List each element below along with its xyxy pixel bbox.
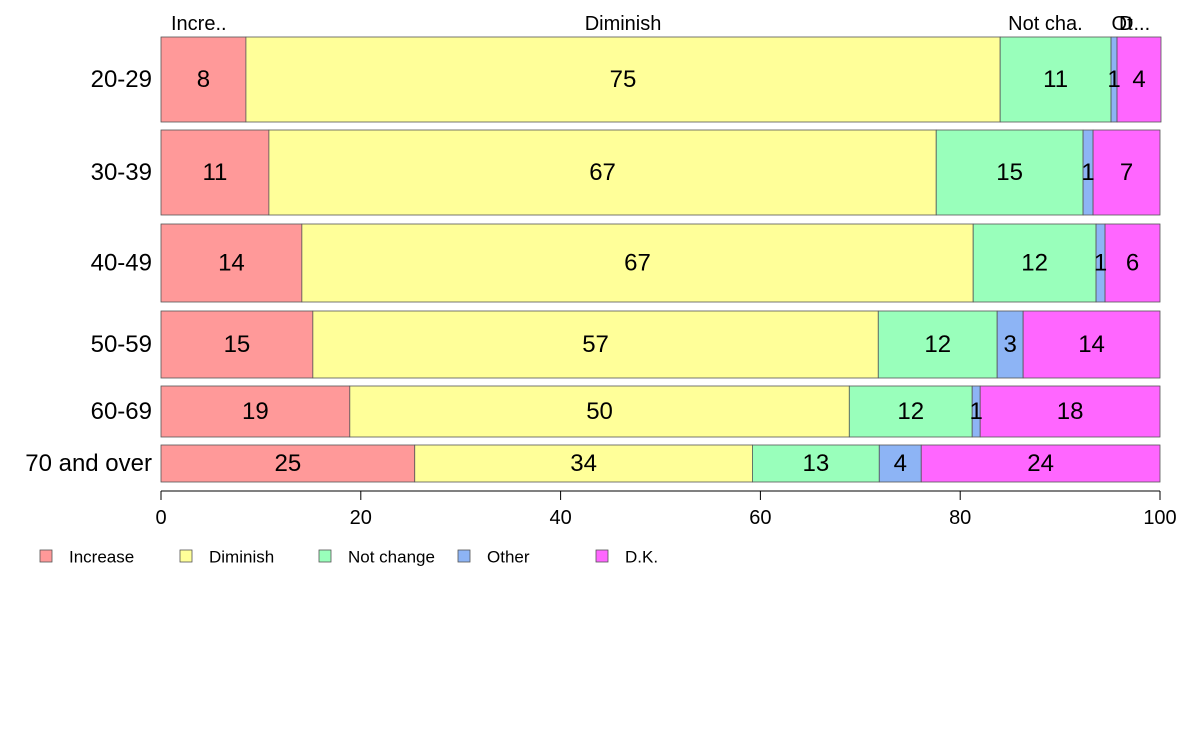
bar-segment-increase-0 [160, 36, 247, 123]
legend-swatch [457, 549, 471, 563]
bar-segment-other-5 [878, 444, 922, 483]
category-label: 20-29 [91, 66, 152, 93]
data-label: 1 [970, 398, 983, 425]
x-tick-label: 40 [549, 507, 571, 529]
data-label: 57 [582, 331, 609, 358]
bar-segment-not-change-0 [999, 36, 1112, 123]
data-label: 11 [1043, 66, 1068, 93]
top-series-label: Not cha. [1008, 13, 1082, 35]
bar-segment-not-change-5 [752, 444, 880, 483]
bar-segment-diminish-4 [349, 385, 850, 438]
data-label: 15 [224, 331, 251, 358]
bar-segment-not-change-2 [972, 223, 1097, 303]
bar-segment-increase-4 [160, 385, 351, 438]
x-tick-label: 100 [1143, 507, 1176, 529]
bar-segment-not-change-1 [935, 129, 1084, 216]
data-label: 3 [1003, 331, 1016, 358]
bar-segment-increase-5 [160, 444, 416, 483]
bar-segment-diminish-1 [268, 129, 937, 216]
bar-segment-d-k--4 [979, 385, 1161, 438]
data-label: 12 [924, 331, 951, 358]
bar-segment-increase-1 [160, 129, 270, 216]
data-label: 15 [996, 159, 1023, 186]
x-tick-label: 80 [949, 507, 971, 529]
data-label: 1 [1107, 66, 1120, 93]
bar-segment-increase-3 [160, 310, 314, 379]
x-tick-label: 20 [350, 507, 372, 529]
bar-segment-d-k--3 [1022, 310, 1161, 379]
data-label: 4 [1132, 66, 1145, 93]
data-label: 14 [1078, 331, 1105, 358]
data-label: 4 [894, 450, 907, 477]
data-label: 8 [197, 66, 210, 93]
x-tick-label: 60 [749, 507, 771, 529]
data-label: 25 [275, 450, 302, 477]
data-label: 7 [1120, 159, 1133, 186]
data-label: 12 [1021, 250, 1048, 277]
legend-label: Not change [348, 548, 435, 567]
top-series-label: D... [1119, 13, 1150, 35]
data-label: 50 [586, 398, 613, 425]
bars-layer [160, 36, 1162, 483]
bar-segment-d-k--0 [1116, 36, 1162, 123]
data-label: 12 [897, 398, 924, 425]
x-axis: 0 20 40 60 80 100 [155, 490, 1177, 529]
legend-label: Other [487, 548, 530, 567]
top-series-label: Ot [1112, 13, 1134, 35]
legend-swatch [318, 549, 332, 563]
category-labels-layer: 20-29 30-39 40-49 50-59 60-69 70 and over [25, 66, 152, 477]
bar-segment-other-3 [996, 310, 1024, 379]
data-label: 13 [802, 450, 829, 477]
data-label: 6 [1126, 250, 1139, 277]
data-label: 34 [570, 450, 597, 477]
legend-swatch [179, 549, 193, 563]
data-label: 67 [624, 250, 651, 277]
bar-segment-d-k--1 [1092, 129, 1161, 216]
category-label: 70 and over [25, 450, 152, 477]
legend-swatch [595, 549, 609, 563]
category-label: 50-59 [91, 331, 152, 358]
bar-segment-d-k--2 [1104, 223, 1161, 303]
legend-label: Diminish [209, 548, 274, 567]
bar-segment-diminish-2 [301, 223, 974, 303]
data-label: 19 [242, 398, 269, 425]
category-label: 40-49 [91, 250, 152, 277]
top-series-label: Incre.. [171, 13, 227, 35]
data-label: 18 [1057, 398, 1084, 425]
data-label: 1 [1081, 159, 1094, 186]
top-labels-layer: Incre.. Diminish Not cha. OtD... [171, 13, 1150, 35]
category-label: 60-69 [91, 398, 152, 425]
bar-segment-diminish-3 [312, 310, 879, 379]
bar-segment-d-k--5 [920, 444, 1161, 483]
legend: Increase Diminish Not change Other D.K. [39, 548, 658, 567]
data-label: 1 [1094, 250, 1107, 277]
bar-segment-diminish-5 [414, 444, 753, 483]
data-label: 75 [610, 66, 637, 93]
bar-segment-diminish-0 [245, 36, 1001, 123]
data-label: 14 [218, 250, 245, 277]
top-series-label: Diminish [585, 13, 662, 35]
data-label: 67 [589, 159, 616, 186]
bar-segment-increase-2 [160, 223, 303, 303]
legend-label: D.K. [625, 548, 658, 567]
x-tick-label: 0 [155, 507, 166, 529]
legend-swatch [39, 549, 53, 563]
legend-label: Increase [69, 548, 134, 567]
bar-segment-not-change-4 [848, 385, 973, 438]
data-label: 24 [1027, 450, 1054, 477]
data-label: 11 [202, 159, 227, 186]
bar-segment-not-change-3 [877, 310, 998, 379]
category-label: 30-39 [91, 159, 152, 186]
